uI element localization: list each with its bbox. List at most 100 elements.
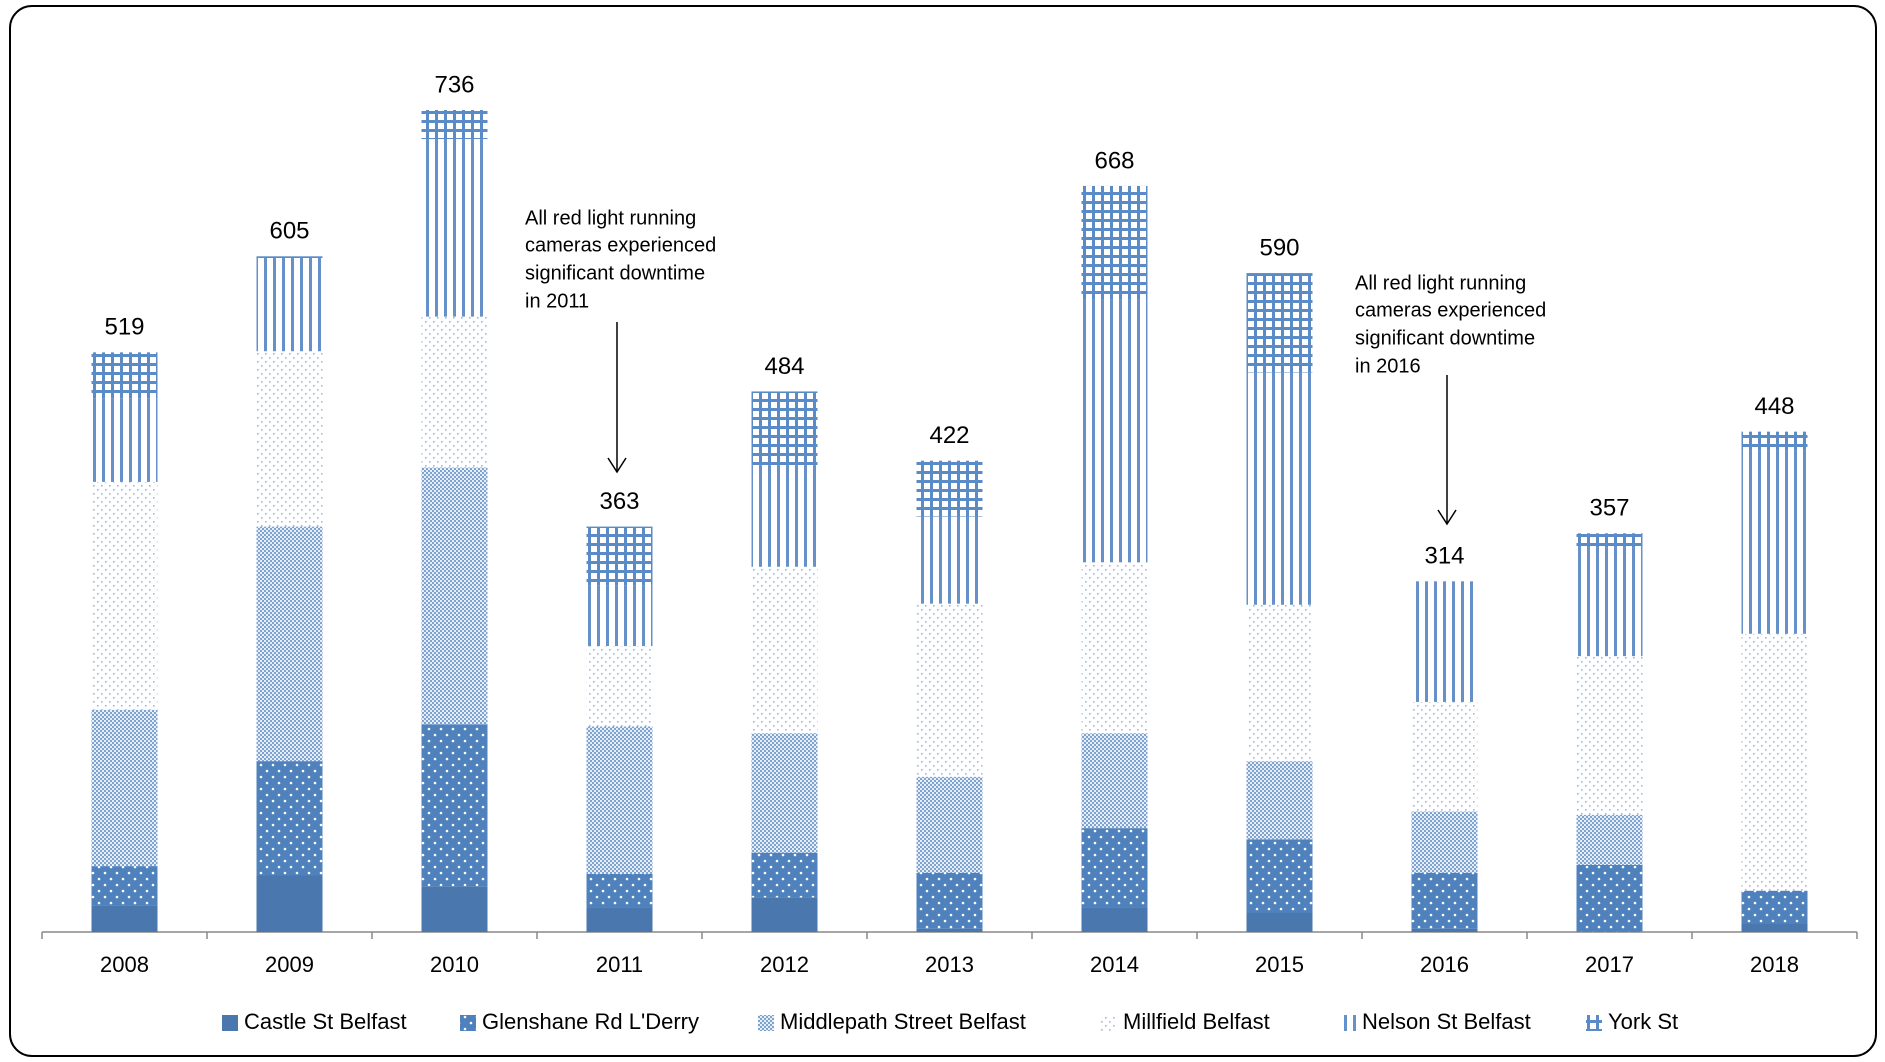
- x-tick-label: 2015: [1255, 952, 1304, 977]
- x-tick-label: 2014: [1090, 952, 1139, 977]
- bar-segment: [751, 897, 818, 932]
- bar-segment: [916, 460, 983, 517]
- x-tick-label: 2009: [265, 952, 314, 977]
- bar-segment: [586, 526, 653, 586]
- bar-segment: [1246, 839, 1313, 914]
- total-label: 519: [104, 314, 144, 341]
- x-tick-label: 2010: [430, 952, 479, 977]
- bar-segment: [421, 110, 488, 140]
- bar-segment: [256, 875, 323, 932]
- total-label: 590: [1259, 234, 1299, 261]
- total-label: 736: [434, 71, 474, 98]
- x-tick-label: 2017: [1585, 952, 1634, 977]
- bar-segment: [1576, 547, 1643, 657]
- bar-segment: [916, 872, 983, 929]
- bar-segment: [751, 391, 818, 466]
- annotation-text: All red light running: [1355, 272, 1526, 294]
- x-tick-label: 2018: [1750, 952, 1799, 977]
- bar-segment: [1081, 828, 1148, 908]
- bar-segment: [586, 726, 653, 874]
- bar-segment: [1411, 701, 1478, 812]
- bar-segment: [1411, 872, 1478, 929]
- bar-segment: [586, 873, 653, 908]
- total-label: 668: [1094, 147, 1134, 174]
- bar-segment: [751, 852, 818, 898]
- bar-segment: [256, 761, 323, 876]
- bar-segment: [1741, 633, 1808, 891]
- total-label: 363: [599, 488, 639, 515]
- bar-segment: [91, 398, 158, 482]
- bar-segment: [1246, 761, 1313, 840]
- x-tick-label: 2012: [760, 952, 809, 977]
- total-label: 422: [929, 422, 969, 449]
- annotation-text: cameras experienced: [1355, 299, 1546, 321]
- bar-segment: [1081, 299, 1148, 563]
- legend-swatch: [758, 1015, 774, 1031]
- bar-segment: [421, 467, 488, 725]
- bar-segment: [1741, 450, 1808, 634]
- bar-segment: [1741, 890, 1808, 924]
- bar-segment: [421, 886, 488, 932]
- legend-swatch: [1340, 1015, 1356, 1031]
- legend-label: Castle St Belfast: [244, 1009, 407, 1034]
- legend-swatch: [222, 1015, 238, 1031]
- bar-segment: [1246, 372, 1313, 605]
- legend-label: Millfield Belfast: [1123, 1009, 1270, 1034]
- bar-segment: [916, 776, 983, 873]
- bar-segment: [916, 603, 983, 777]
- bar-segment: [421, 139, 488, 317]
- bar-segment: [1576, 533, 1643, 548]
- bar-segment: [586, 646, 653, 727]
- annotation-text: in 2016: [1355, 355, 1421, 377]
- bar-segment: [1081, 907, 1148, 932]
- legend-label: Glenshane Rd L'Derry: [482, 1009, 699, 1034]
- bar-segment: [421, 316, 488, 468]
- bar-segment: [751, 733, 818, 853]
- bar-segment: [256, 256, 323, 259]
- bar-segment: [256, 258, 323, 352]
- bar-segment: [1081, 562, 1148, 734]
- total-label: 314: [1424, 543, 1464, 570]
- bar-segment: [751, 465, 818, 567]
- bar-segment: [1576, 814, 1643, 865]
- bar-segment: [1741, 923, 1808, 932]
- bar-segment: [1081, 185, 1148, 300]
- bar-segment: [1411, 581, 1478, 702]
- x-tick-label: 2016: [1420, 952, 1469, 977]
- legend-swatch: [460, 1015, 476, 1031]
- legend-label: York St: [1608, 1009, 1678, 1034]
- bar-segment: [1741, 431, 1808, 451]
- x-tick-label: 2013: [925, 952, 974, 977]
- bar-segment: [91, 481, 158, 710]
- annotation-text: significant downtime: [525, 262, 705, 284]
- legend-label: Nelson St Belfast: [1362, 1009, 1531, 1034]
- bar-segment: [1576, 864, 1643, 932]
- bar-segment: [1576, 656, 1643, 815]
- bar-segment: [1081, 733, 1148, 829]
- legend-swatch: [1586, 1015, 1602, 1031]
- x-tick-label: 2011: [596, 952, 643, 977]
- bar-segment: [1411, 928, 1478, 932]
- bar-segment: [1246, 604, 1313, 762]
- total-label: 605: [269, 218, 309, 245]
- annotation-text: in 2011: [525, 290, 589, 312]
- annotation-arrowhead: [607, 457, 627, 474]
- bar-segment: [1246, 273, 1313, 373]
- annotation-text: cameras experienced: [525, 234, 716, 256]
- bar-segment: [91, 352, 158, 399]
- annotation-text: All red light running: [525, 207, 696, 229]
- legend-label: Middlepath Street Belfast: [780, 1009, 1026, 1034]
- bar-segment: [421, 724, 488, 887]
- annotation: All red light running cameras experience…: [1355, 272, 1546, 526]
- bar-segment: [916, 516, 983, 604]
- bar-segment: [586, 907, 653, 932]
- annotation-text: significant downtime: [1355, 327, 1535, 349]
- bar-segment: [91, 709, 158, 867]
- x-tick-label: 2008: [100, 952, 149, 977]
- bar-segment: [91, 905, 158, 932]
- bar-segment: [916, 928, 983, 932]
- annotation-arrowhead: [1437, 509, 1457, 526]
- annotation: All red light running cameras experience…: [525, 207, 716, 474]
- bar-segment: [1411, 811, 1478, 873]
